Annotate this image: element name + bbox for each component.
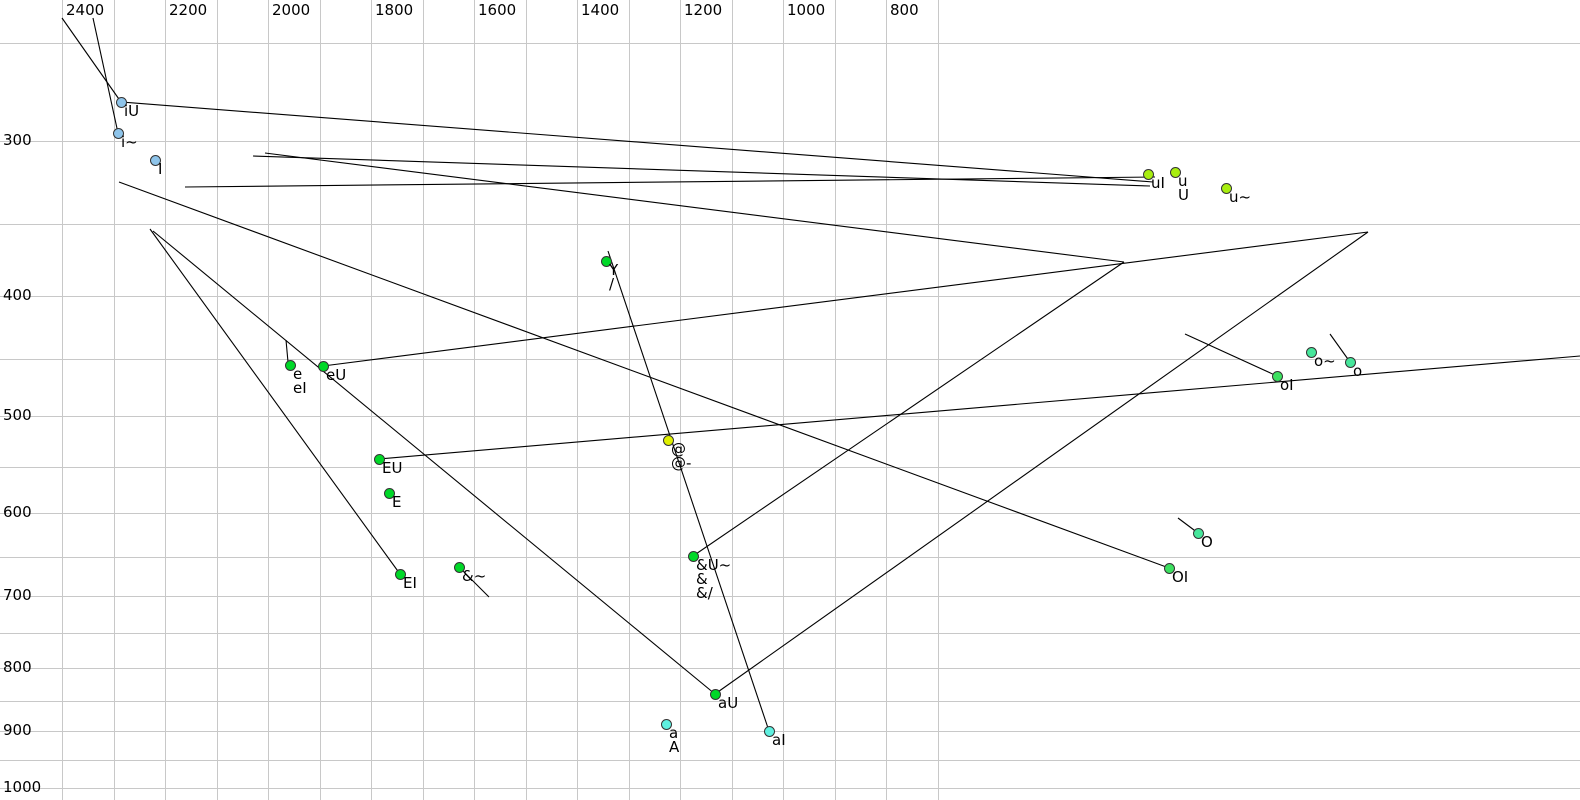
vowel-point-uI[interactable] bbox=[1143, 169, 1154, 180]
x-tick-label: 2400 bbox=[66, 1, 105, 19]
eU-line bbox=[322, 231, 1369, 367]
vowel-label: uI bbox=[1151, 174, 1165, 192]
vowel-point-u[interactable] bbox=[1170, 167, 1181, 178]
vowel-label: / bbox=[609, 275, 615, 293]
vowel-label: EU bbox=[382, 459, 403, 477]
vowel-label: &/ bbox=[696, 584, 713, 602]
EI-line bbox=[149, 228, 401, 575]
eU-fan-a bbox=[252, 155, 1151, 187]
vowel-label: & bbox=[696, 570, 708, 588]
vowel-label: o bbox=[1353, 362, 1363, 380]
vowel-point-U[interactable] bbox=[688, 551, 699, 562]
y-tick-label: 400 bbox=[3, 286, 32, 304]
vowel-point-u[interactable] bbox=[1221, 183, 1232, 194]
x-tick-label: 1800 bbox=[375, 1, 414, 19]
vowel-point-aU[interactable] bbox=[710, 689, 721, 700]
vowel-point-EU[interactable] bbox=[374, 454, 385, 465]
vowel-label: iU bbox=[124, 102, 140, 120]
y-tick-label: 600 bbox=[3, 503, 32, 521]
y-tick-label: 300 bbox=[3, 131, 32, 149]
vowel-label: &U~ bbox=[696, 556, 732, 574]
vowel-label: aI bbox=[772, 731, 786, 749]
&U~-line bbox=[692, 261, 1125, 557]
vowel-label: oI bbox=[1280, 376, 1294, 394]
vowel-point-[interactable] bbox=[454, 562, 465, 573]
vowel-point-eU[interactable] bbox=[318, 361, 329, 372]
vowel-point-EI[interactable] bbox=[395, 569, 406, 580]
trajectory-lines bbox=[61, 17, 1580, 732]
EU-line bbox=[378, 355, 1580, 460]
vowel-point-Y[interactable] bbox=[601, 256, 612, 267]
vowel-point-o[interactable] bbox=[1345, 357, 1356, 368]
vowel-label: u~ bbox=[1229, 188, 1252, 206]
aI-line bbox=[607, 250, 770, 732]
e-upstroke bbox=[285, 339, 289, 363]
vowel-label: i~ bbox=[121, 133, 138, 151]
vowel-point-e[interactable] bbox=[285, 360, 296, 371]
x-tick-label: 800 bbox=[890, 1, 919, 19]
vowel-label: u bbox=[1178, 172, 1188, 190]
iU-to-uI bbox=[120, 101, 1154, 183]
vowel-label: e bbox=[293, 365, 303, 383]
i~-trajectory bbox=[92, 17, 119, 134]
vowel-point-O[interactable] bbox=[1193, 528, 1204, 539]
&~-line bbox=[458, 566, 490, 598]
y-tick-label: 700 bbox=[3, 586, 32, 604]
aU-line-right bbox=[714, 231, 1369, 695]
vowel-label: A bbox=[669, 738, 680, 756]
aU-line-left bbox=[152, 230, 716, 695]
vowel-label: &~ bbox=[462, 567, 487, 585]
vowel-label: OI bbox=[1172, 568, 1189, 586]
vowel-label: EI bbox=[403, 574, 417, 592]
x-tick-label: 1200 bbox=[684, 1, 723, 19]
mid-long-right bbox=[184, 176, 1156, 188]
vowel-label: o~ bbox=[1314, 352, 1336, 370]
vowel-label: eI bbox=[293, 379, 307, 397]
vowel-label: eU bbox=[326, 366, 347, 384]
y-tick-label: 800 bbox=[3, 658, 32, 676]
vowel-point-E[interactable] bbox=[384, 488, 395, 499]
vowel-label: a bbox=[669, 724, 679, 742]
oI-line bbox=[1184, 333, 1278, 377]
vowel-point-a[interactable] bbox=[661, 719, 672, 730]
x-tick-label: 1600 bbox=[478, 1, 517, 19]
vowel-point-OI[interactable] bbox=[1164, 563, 1175, 574]
vowel-point-[interactable] bbox=[663, 435, 674, 446]
vowel-label: aU bbox=[718, 694, 739, 712]
vowel-point-o[interactable] bbox=[1306, 347, 1317, 358]
vowel-point-oI[interactable] bbox=[1272, 371, 1283, 382]
vowel-point-iU[interactable] bbox=[116, 97, 127, 108]
x-tick-label: 1400 bbox=[581, 1, 620, 19]
diag-from-left bbox=[118, 181, 1170, 569]
y-tick-label: 900 bbox=[3, 721, 32, 739]
vowel-label: O bbox=[1201, 533, 1213, 551]
vowel-label: U bbox=[1178, 186, 1189, 204]
y-tick-label: 500 bbox=[3, 406, 32, 424]
vowel-label: E bbox=[392, 493, 402, 511]
vowel-label: @ bbox=[671, 440, 686, 458]
vowel-point-I[interactable] bbox=[150, 155, 161, 166]
vowel-label: @- bbox=[671, 454, 692, 472]
eU-fan-b bbox=[264, 152, 1125, 263]
vowel-label: I bbox=[158, 160, 163, 178]
y-tick-label: 1000 bbox=[3, 778, 42, 796]
x-tick-label: 2200 bbox=[169, 1, 208, 19]
vowel-label: Y bbox=[609, 261, 619, 279]
x-tick-label: 1000 bbox=[787, 1, 826, 19]
x-tick-label: 2000 bbox=[272, 1, 311, 19]
iU-trajectory bbox=[61, 17, 122, 103]
vowel-point-aI[interactable] bbox=[764, 726, 775, 737]
vowel-point-i[interactable] bbox=[113, 128, 124, 139]
